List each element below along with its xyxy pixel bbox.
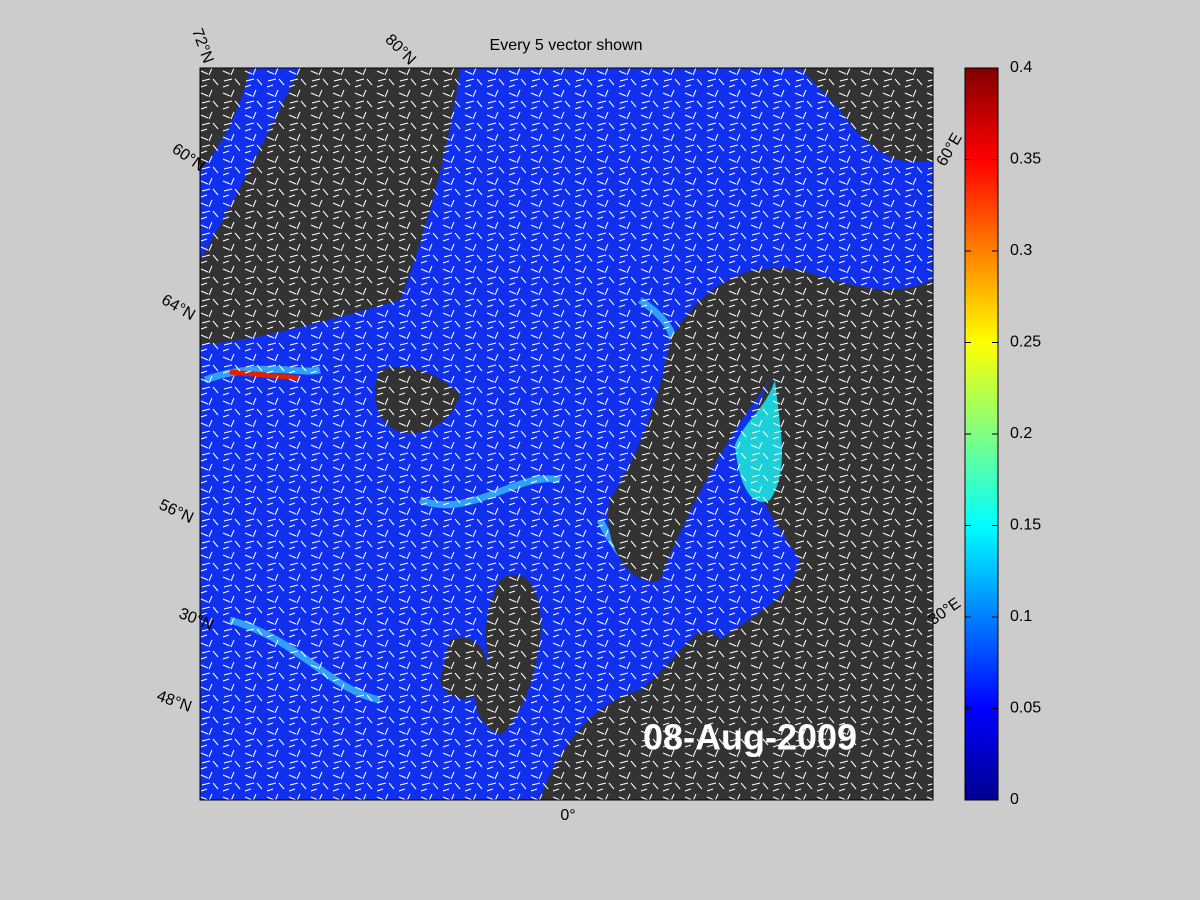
graticule-label: 0° bbox=[560, 807, 575, 824]
graticule-label: 72°N bbox=[188, 26, 216, 65]
colorbar-tick-label: 0.3 bbox=[1010, 242, 1032, 259]
graticule-label: 60°E bbox=[934, 131, 966, 170]
colorbar-tick-label: 0.1 bbox=[1010, 608, 1032, 625]
graticule-label: 64°N bbox=[158, 291, 197, 324]
colorbar-tick-label: 0.25 bbox=[1010, 334, 1041, 351]
colorbar-tick-label: 0.35 bbox=[1010, 151, 1041, 168]
date-label: 08-Aug-2009 bbox=[643, 717, 857, 758]
graticule-label: 48°N bbox=[154, 688, 193, 716]
graticule-label: 56°N bbox=[156, 496, 196, 527]
colorbar-tick-label: 0.4 bbox=[1010, 59, 1032, 76]
map-frame bbox=[199, 67, 934, 801]
chart-title: Every 5 vector shown bbox=[490, 37, 643, 54]
graticule-label: 80°N bbox=[382, 31, 419, 68]
colorbar-tick-label: 0.2 bbox=[1010, 425, 1032, 442]
map bbox=[200, 68, 933, 800]
velocity-vectors bbox=[200, 68, 933, 800]
colorbar-tick-label: 0.15 bbox=[1010, 517, 1041, 534]
colorbar-tick-label: 0.05 bbox=[1010, 700, 1041, 717]
colorbar-tick-label: 0 bbox=[1010, 791, 1019, 808]
